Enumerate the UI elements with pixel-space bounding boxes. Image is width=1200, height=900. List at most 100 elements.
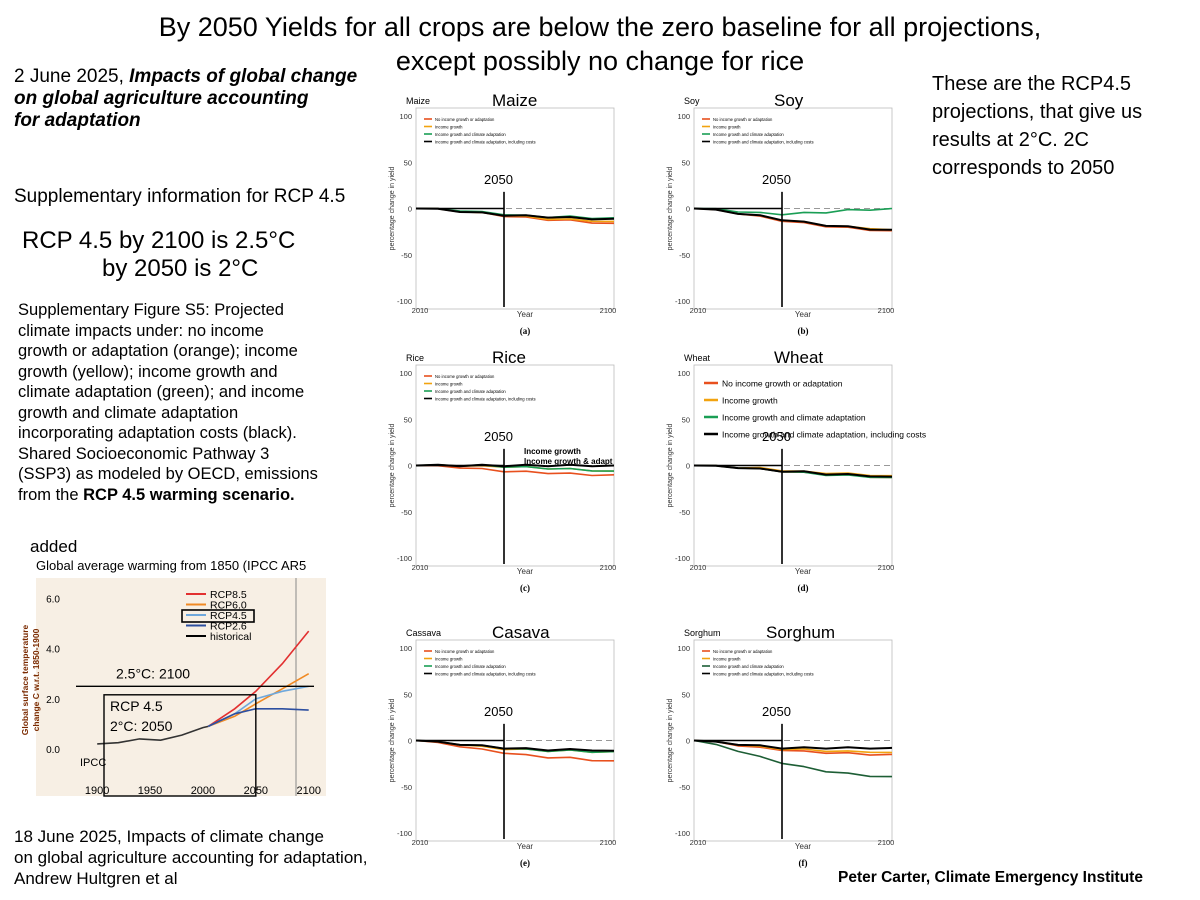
crop-title: Sorghum: [766, 623, 835, 642]
crop-title: Rice: [492, 348, 526, 367]
y-tick-label: 50: [682, 415, 690, 424]
crop-title: Maize: [492, 91, 537, 110]
slide-title: By 2050 Yields for all crops are below t…: [0, 10, 1200, 78]
panel-letter: (d): [798, 583, 809, 593]
cassava-chart-svg: Cassava Casava 100 50 0 -50 -100 percentage cha…: [389, 623, 616, 868]
x-axis-label: Year: [517, 842, 534, 851]
y-axis-label: percentage change in yield: [667, 699, 674, 783]
x-tick-label: 2100: [600, 306, 617, 315]
x-axis-label: Year: [517, 567, 534, 576]
ipcc-x-tick-label: 1900: [85, 785, 109, 797]
panel-small-label: Maize: [406, 96, 430, 106]
footer-line: Andrew Hultgren et al: [14, 869, 178, 888]
note-line: corresponds to 2050: [932, 157, 1115, 179]
marker-2050-label: 2050: [484, 172, 513, 187]
ipcc-series-rcp85: [207, 630, 310, 728]
ipcc-y-tick-label: 0.0: [46, 745, 60, 756]
panel-letter: (c): [520, 583, 530, 593]
series-line-black: [415, 207, 615, 221]
panel-small-label: Wheat: [684, 353, 711, 363]
ipcc-x-tick-label: 2100: [296, 785, 320, 797]
marker-2050-label: 2050: [484, 704, 513, 719]
ipcc-plot-background: [36, 578, 326, 796]
rice-annotation-2: Income growth & adapt: [524, 457, 613, 466]
y-axis-label: percentage change in yield: [667, 424, 674, 508]
y-tick-label: -100: [675, 554, 690, 563]
ipcc-2050-label: 2°C: 2050: [110, 718, 173, 734]
x-axis-label: Year: [795, 842, 812, 851]
legend-entry: Income growth and climate adaptation: [435, 132, 506, 137]
y-tick-label: -100: [397, 829, 412, 838]
crop-title: Wheat: [774, 348, 823, 367]
y-tick-label: 100: [677, 369, 690, 378]
legend-entry: Income growth and climate adaptation: [435, 389, 506, 394]
y-axis-label: percentage change in yield: [389, 424, 396, 508]
supp-info: Supplementary information for RCP 4.5: [14, 186, 346, 207]
wheat-chart: Wheat Wheat 100 50 0 -50 -100 percentage change…: [644, 345, 926, 595]
soy-chart: Soy Soy 100 50 0 -50 -100 percentage change in …: [644, 88, 899, 338]
y-tick-label: 50: [404, 690, 412, 699]
ipcc-y-label-1: Global surface temperature: [20, 624, 30, 735]
maize-chart: Maize Maize 100 50 0 -50 -100 percentage change…: [366, 88, 621, 338]
marker-2050-label: 2050: [762, 172, 791, 187]
legend-entry: No income growth or adaptation: [435, 117, 495, 122]
caption-line: growth (yellow); income growth and: [18, 362, 278, 381]
legend-entry: Income growth and climate adaptation: [713, 664, 784, 669]
x-axis-label: Year: [517, 310, 534, 319]
rice-chart: Rice Rice 100 50 0 -50 -100 percentage change i…: [366, 345, 621, 595]
ref-title-2: on global agriculture accounting: [14, 88, 309, 109]
added-label: added: [30, 537, 78, 556]
y-tick-label: 0: [686, 205, 690, 214]
sorghum-chart: Sorghum Sorghum 100 50 0 -50 -100 percentage ch…: [644, 620, 899, 870]
panel-small-label: Sorghum: [684, 628, 721, 638]
maize-chart-svg: Maize Maize 100 50 0 -50 -100 percentage change…: [389, 91, 617, 336]
ref-title-1: Impacts of global change: [129, 66, 358, 87]
rcp-2100-line: RCP 4.5 by 2100 is 2.5°C: [22, 227, 296, 254]
y-tick-label: 50: [682, 690, 690, 699]
author-credit: Peter Carter, Climate Emergency Institut…: [838, 869, 1143, 886]
series-line-black: [693, 207, 893, 231]
series-line-black: [693, 464, 893, 478]
y-tick-label: 50: [682, 158, 690, 167]
panel-letter: (f): [799, 858, 808, 868]
ipcc-series-historical: [97, 725, 209, 745]
panel-letter: (b): [798, 326, 809, 336]
caption-line: growth or adaptation (orange); income: [18, 342, 298, 360]
y-tick-label: 100: [399, 112, 412, 121]
legend-entry: Income growth and climate adaptation, in…: [713, 672, 814, 677]
legend-entry: Income growth and climate adaptation, in…: [435, 397, 536, 402]
caption-line: incorporating adaptation costs (black).: [18, 424, 297, 442]
caption-line: growth and climate adaptation: [18, 403, 239, 422]
series-line-green_dark: [693, 739, 893, 778]
ipcc-legend-entry: RCP2.6: [210, 621, 247, 633]
y-tick-label: 0: [408, 205, 412, 214]
footer-line: 18 June 2025, Impacts of climate change: [14, 827, 324, 846]
reference-block: 2 June 2025, Impacts of global change on…: [14, 66, 374, 132]
panel-letter: (a): [520, 326, 531, 336]
ref-date: 2 June 2025,: [14, 66, 130, 87]
x-axis-label: Year: [795, 310, 812, 319]
panel-small-label: Cassava: [406, 628, 441, 638]
series-line-green: [693, 207, 893, 216]
y-tick-label: 50: [404, 158, 412, 167]
rcp-note: These are the RCP4.5 projections, that g…: [932, 70, 1142, 182]
legend-entry: Income growth: [435, 657, 463, 662]
ref-title-3: for adaptation: [14, 110, 141, 131]
x-tick-label: 2010: [412, 838, 429, 847]
x-tick-label: 2100: [878, 306, 895, 315]
ipcc-x-tick-label: 2000: [191, 785, 215, 797]
legend-entry: Income growth: [435, 382, 463, 387]
ipcc-x-tick-label: 1950: [138, 785, 162, 797]
ipcc-y-tick-label: 4.0: [46, 645, 60, 656]
panel-small-label: Rice: [406, 353, 424, 363]
caption-line: Supplementary Figure S5: Projected: [18, 301, 284, 319]
ipcc-source: IPCC: [80, 757, 106, 769]
legend-entry: Income growth: [722, 396, 778, 406]
y-tick-label: -50: [679, 783, 690, 792]
legend-entry: Income growth and climate adaptation: [722, 413, 866, 423]
legend-entry: Income growth and climate adaptation: [435, 664, 506, 669]
y-axis-label: percentage change in yield: [667, 167, 674, 251]
ipcc-chart-title: Global average warming from 1850 (IPCC A…: [36, 558, 306, 573]
y-tick-label: 100: [399, 644, 412, 653]
y-axis-label: percentage change in yield: [389, 699, 396, 783]
